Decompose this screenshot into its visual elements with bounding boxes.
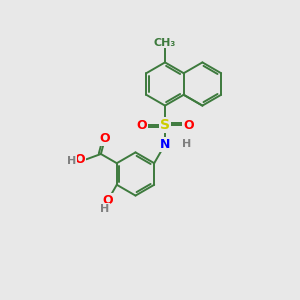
Text: H: H [182,140,191,149]
Text: H: H [100,203,110,214]
Text: O: O [183,118,194,131]
Text: H: H [67,156,76,166]
Text: O: O [103,194,113,207]
Text: O: O [136,118,147,131]
Text: CH₃: CH₃ [154,38,176,47]
Text: O: O [74,153,85,166]
Text: S: S [160,118,170,132]
Text: O: O [100,133,110,146]
Text: N: N [160,138,170,151]
